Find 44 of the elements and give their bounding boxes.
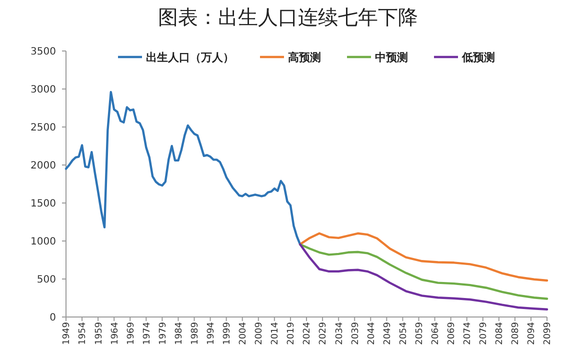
legend-label: 高预测	[288, 51, 321, 64]
x-tick-label: 2084	[495, 322, 506, 345]
x-tick-label: 2019	[286, 322, 297, 345]
x-tick-label: 2039	[350, 322, 361, 345]
x-tick-label: 1994	[206, 322, 216, 345]
x-tick-label: 2089	[511, 322, 522, 345]
x-tick-label: 2044	[366, 322, 377, 345]
x-tick-label: 1969	[126, 322, 136, 345]
y-tick-label: 3500	[30, 46, 56, 58]
x-tick-label: 2034	[334, 322, 345, 345]
x-tick-label: 1999	[222, 322, 233, 345]
x-tick-label: 2024	[302, 322, 313, 345]
x-tick-label: 1974	[142, 322, 152, 345]
x-tick-label: 1979	[158, 322, 168, 345]
title: 图表：出生人口连续七年下降	[158, 7, 418, 29]
x-tick-label: 2014	[270, 322, 281, 345]
x-tick-label: 1959	[94, 322, 104, 345]
y-tick-label: 2000	[30, 160, 56, 172]
x-tick-label: 1964	[110, 322, 120, 345]
x-tick-label: 1989	[190, 322, 200, 345]
x-tick-label: 2069	[447, 322, 457, 345]
y-tick-label: 3000	[30, 84, 56, 96]
x-tick-label: 2009	[254, 322, 265, 345]
x-tick-label: 2094	[527, 322, 538, 345]
x-tick-label: 2074	[463, 322, 474, 345]
x-tick-label: 2054	[398, 322, 409, 345]
x-tick-label: 2099	[543, 322, 554, 345]
y-tick-label: 0	[50, 312, 56, 324]
y-tick-label: 1500	[30, 198, 56, 210]
x-tick-label: 1949	[62, 322, 72, 345]
y-tick-label: 2500	[30, 122, 56, 134]
y-tick-label: 500	[36, 274, 56, 286]
x-tick-label: 1954	[78, 322, 88, 345]
x-tick-label: 2029	[318, 322, 329, 345]
x-tick-label: 1984	[174, 322, 184, 345]
x-tick-label: 2064	[430, 322, 441, 345]
legend-label: 出生人口（万人）	[146, 51, 234, 64]
x-tick-label: 2004	[238, 322, 249, 345]
legend-label: 低预测	[461, 51, 495, 64]
x-tick-label: 2059	[414, 322, 425, 345]
y-tick-label: 1000	[30, 236, 56, 248]
x-tick-label: 2079	[479, 322, 490, 345]
legend-label: 中预测	[375, 51, 408, 64]
x-tick-label: 2049	[382, 322, 393, 345]
